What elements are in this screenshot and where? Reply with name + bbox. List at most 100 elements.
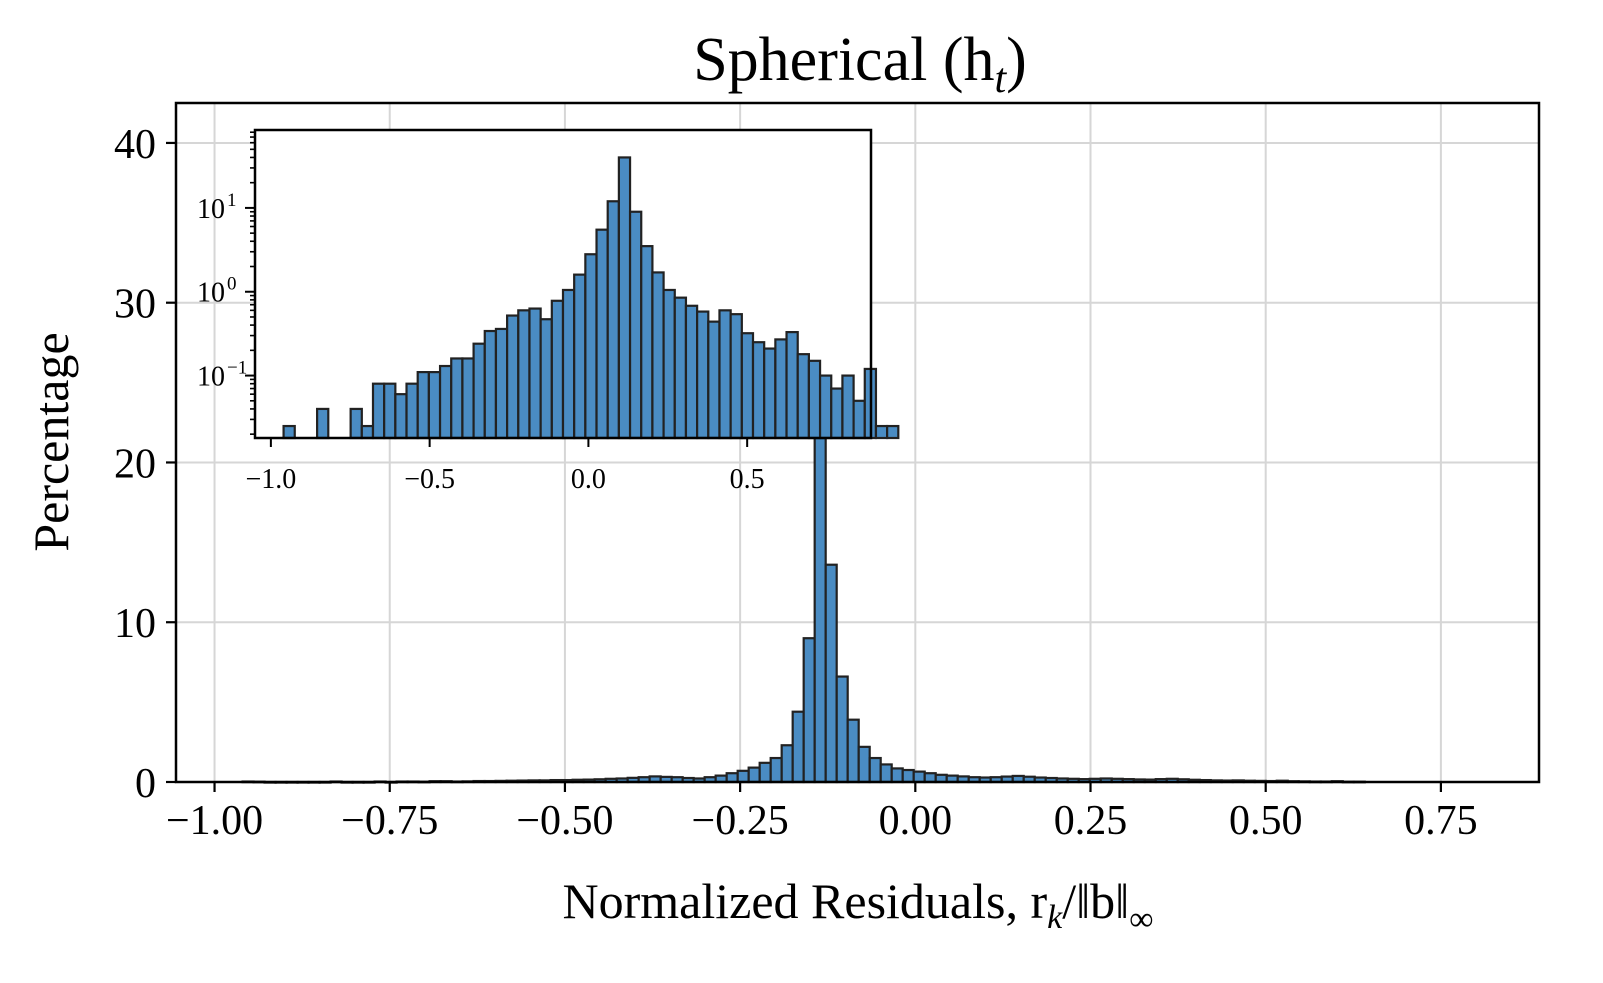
x-tick-label: 0.50 bbox=[1229, 798, 1303, 844]
inset-histogram-bar bbox=[818, 374, 833, 440]
inset-histogram-bar bbox=[763, 347, 777, 440]
histogram-bar bbox=[912, 770, 926, 784]
inset-histogram-bar bbox=[371, 382, 386, 440]
inset-y-tick-exponent: 0 bbox=[227, 274, 237, 295]
x-tick-label: −1.00 bbox=[166, 798, 263, 844]
inset-histogram-bar bbox=[807, 359, 822, 440]
inset-histogram-bar bbox=[751, 341, 766, 440]
inset-histogram-bar bbox=[360, 424, 375, 440]
main-plot-frame bbox=[174, 101, 1541, 784]
histogram-bar bbox=[857, 745, 871, 784]
histogram-bar bbox=[901, 768, 915, 784]
inset-histogram-bar bbox=[595, 228, 609, 440]
histogram-bar bbox=[879, 763, 893, 784]
inset-histogram-bar bbox=[651, 271, 665, 440]
x-axis-label: Normalized Residuals, rk/‖b‖∞ bbox=[563, 873, 1154, 938]
histogram-bar bbox=[868, 756, 882, 784]
inset-y-tick-exponent: −1 bbox=[227, 358, 247, 379]
inset-histogram-bar bbox=[662, 288, 676, 440]
histogram-bar bbox=[802, 637, 816, 784]
inset-histogram-bar bbox=[461, 357, 475, 440]
inset-histogram-bar bbox=[886, 424, 900, 440]
inset-histogram-bar bbox=[405, 382, 419, 440]
x-tick-label: 0.00 bbox=[879, 798, 953, 844]
inset-histogram-bar bbox=[528, 307, 542, 440]
histogram-bar bbox=[890, 767, 904, 784]
histogram-bar bbox=[791, 710, 805, 784]
inset-histogram-bar bbox=[673, 296, 688, 440]
inset-histogram-bar bbox=[438, 364, 453, 440]
histogram-bar bbox=[758, 761, 772, 784]
main-axis-ticks: −1.00 −0.75 −0.50 −0.25 0.00 0.25 0.50 0.750102… bbox=[114, 122, 1478, 844]
inset-y-tick-exponent: 1 bbox=[227, 190, 237, 211]
x-tick-label: 0.25 bbox=[1054, 798, 1128, 844]
inset-histogram-bar bbox=[450, 357, 464, 440]
y-axis-label: Percentage bbox=[23, 332, 79, 551]
inset-y-tick-label: 10 bbox=[197, 194, 225, 225]
histogram-bar bbox=[923, 772, 937, 784]
inset-histogram-bar bbox=[774, 338, 788, 440]
inset-histogram-bar bbox=[718, 309, 732, 440]
inset-histogram-bar bbox=[539, 318, 553, 440]
inset-x-tick-label: −0.5 bbox=[404, 464, 455, 495]
inset-histogram-bar bbox=[796, 353, 810, 440]
y-tick-label: 30 bbox=[114, 282, 156, 328]
y-tick-label: 40 bbox=[114, 122, 156, 168]
histogram-bar bbox=[824, 563, 838, 784]
inset-histogram-bar bbox=[506, 314, 520, 440]
histogram-bar bbox=[780, 744, 794, 784]
x-tick-label: −0.50 bbox=[516, 798, 613, 844]
histogram-bar bbox=[747, 766, 761, 784]
inset-histogram-bar bbox=[696, 310, 710, 440]
histogram-bar bbox=[846, 718, 860, 784]
inset-histogram-bar bbox=[282, 424, 296, 440]
inset-histogram-bar bbox=[584, 253, 598, 440]
inset-histogram-bar bbox=[740, 332, 755, 440]
x-tick-label: 0.75 bbox=[1404, 798, 1478, 844]
inset-histogram-bar bbox=[640, 245, 654, 440]
inset-histogram-bar bbox=[606, 200, 620, 440]
inset-plot-frame bbox=[253, 128, 873, 440]
inset-y-tick-label: 10 bbox=[197, 278, 225, 309]
inset-histogram-bar bbox=[383, 382, 397, 440]
inset-histogram-bar bbox=[852, 399, 866, 440]
inset-histogram-bar bbox=[494, 327, 509, 440]
inset-histogram-bar bbox=[394, 393, 408, 440]
x-tick-label: −0.75 bbox=[341, 798, 438, 844]
inset-histogram-bar bbox=[729, 313, 743, 440]
inset-histogram-bar bbox=[617, 156, 632, 440]
histogram-bar bbox=[736, 769, 750, 784]
inset-histogram-bar bbox=[416, 371, 430, 440]
y-tick-label: 0 bbox=[135, 761, 156, 807]
y-tick-label: 20 bbox=[114, 441, 156, 487]
histogram-bar bbox=[725, 772, 739, 784]
inset-histogram-bar bbox=[472, 342, 486, 440]
inset-histogram-bar bbox=[874, 424, 889, 440]
inset-histogram-bar bbox=[517, 309, 531, 440]
inset-x-tick-label: 0.0 bbox=[571, 464, 606, 495]
chart-title: Spherical (ht) bbox=[693, 26, 1027, 102]
inset-x-tick-label: −1.0 bbox=[245, 464, 296, 495]
inset-histogram-bar bbox=[841, 374, 855, 440]
inset-histogram-bar bbox=[830, 387, 844, 440]
inset-histogram-bar bbox=[427, 371, 442, 440]
histogram-bar bbox=[769, 756, 783, 784]
inset-y-tick-label: 10 bbox=[197, 362, 225, 393]
y-tick-label: 10 bbox=[114, 601, 156, 647]
inset-x-tick-label: 0.5 bbox=[730, 464, 765, 495]
inset-histogram-bar bbox=[550, 299, 565, 440]
histogram-bar bbox=[835, 675, 849, 784]
inset-histogram-bar bbox=[316, 407, 330, 440]
inset-histogram-bar bbox=[573, 273, 587, 440]
inset-histogram-bar bbox=[483, 329, 498, 440]
inset-histogram-bar bbox=[561, 288, 576, 440]
inset-histogram-bar bbox=[707, 320, 721, 440]
inset-histogram-bar bbox=[628, 210, 643, 440]
inset-histogram-bar bbox=[684, 304, 699, 440]
inset-histogram-bar bbox=[785, 331, 799, 440]
inset-histogram-bar bbox=[349, 407, 363, 440]
x-tick-label: −0.25 bbox=[692, 798, 789, 844]
